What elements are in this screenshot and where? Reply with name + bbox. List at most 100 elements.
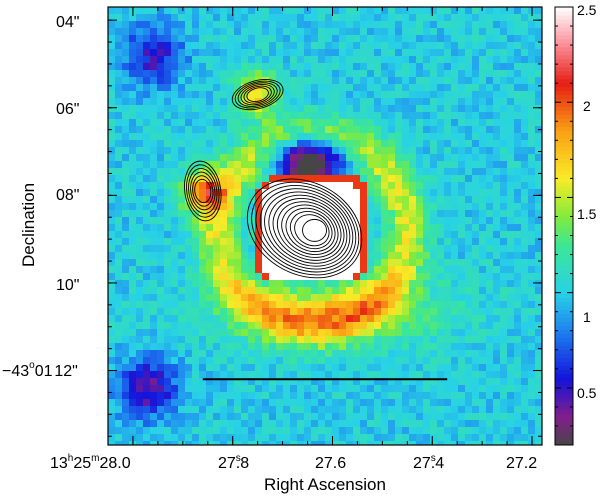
heatmap-cell [213,140,221,148]
heatmap-cell [122,35,130,43]
heatmap-cell [465,364,473,372]
heatmap-cell [444,63,452,71]
heatmap-cell [297,35,305,43]
heatmap-cell [486,287,494,295]
heatmap-cell [311,168,319,176]
heatmap-cell [367,315,375,323]
heatmap-cell [115,273,123,281]
heatmap-cell [143,406,151,414]
heatmap-cell [500,63,508,71]
heatmap-cell [535,287,542,295]
heatmap-cell [528,357,536,365]
heatmap-cell [360,98,368,106]
heatmap-cell [374,147,382,155]
heatmap-cell [535,238,542,246]
heatmap-cell [423,392,431,400]
heatmap-cell [241,392,249,400]
heatmap-cell [143,140,151,148]
heatmap-cell [206,196,214,204]
heatmap-cell [234,273,242,281]
heatmap-cell [171,175,179,183]
heatmap-cell [318,105,326,113]
heatmap-cell [192,210,200,218]
heatmap-cell [395,322,403,330]
heatmap-cell [108,161,116,169]
heatmap-cell [220,56,228,64]
heatmap-cell [241,434,249,442]
heatmap-cell [122,266,130,274]
heatmap-cell [311,147,319,155]
heatmap-cell [227,252,235,260]
heatmap-cell [276,35,284,43]
heatmap-cell [402,294,410,302]
heatmap-cell [367,294,375,302]
heatmap-cell [311,357,319,365]
heatmap-cell [437,210,445,218]
heatmap-cell [185,14,193,22]
heatmap-cell [437,392,445,400]
heatmap-cell [129,364,137,372]
heatmap-cell [374,119,382,127]
heatmap-cell [437,441,445,445]
heatmap-cell [479,14,487,22]
heatmap-cell [332,301,340,309]
heatmap-cell [416,434,424,442]
heatmap-cell [248,189,256,197]
heatmap-cell [521,308,529,316]
colorbar-segment [555,293,573,299]
heatmap-cell [248,259,256,267]
heatmap-cell [318,434,326,442]
heatmap-cell [220,21,228,29]
heatmap-cell [367,392,375,400]
heatmap-cell [402,154,410,162]
heatmap-cell [339,133,347,141]
heatmap-cell [346,14,354,22]
heatmap-cell [451,196,459,204]
heatmap-cell [367,301,375,309]
heatmap-cell [521,119,529,127]
heatmap-cell [171,161,179,169]
heatmap-cell [255,392,263,400]
heatmap-cell [297,161,305,169]
heatmap-cell [325,280,333,288]
heatmap-cell [213,385,221,393]
heatmap-cell [255,385,263,393]
heatmap-cell [115,406,123,414]
heatmap-cell [458,245,466,253]
heatmap-cell [528,280,536,288]
heatmap-cell [234,420,242,428]
heatmap-cell [164,154,172,162]
heatmap-cell [234,259,242,267]
heatmap-cell [535,217,542,225]
colorbar-segment [555,369,573,374]
heatmap-cell [115,14,123,22]
heatmap-cell [367,189,375,197]
heatmap-cell [332,252,340,260]
heatmap-cell [367,266,375,274]
heatmap-cell [535,140,542,148]
heatmap-cell [416,112,424,120]
heatmap-cell [290,77,298,85]
heatmap-cell [262,161,270,169]
heatmap-cell [122,273,130,281]
heatmap-cell [311,252,319,260]
heatmap-cell [290,98,298,106]
heatmap-cell [213,28,221,36]
heatmap-cell [262,420,270,428]
heatmap-cell [157,231,165,239]
heatmap-cell [367,434,375,442]
heatmap-cell [423,56,431,64]
heatmap-cell [115,350,123,358]
heatmap-cell [318,126,326,134]
heatmap-cell [234,364,242,372]
heatmap-cell [290,210,298,218]
heatmap-cell [514,14,522,22]
heatmap-cell [381,7,389,15]
heatmap-cell [381,105,389,113]
heatmap-cell [374,14,382,22]
heatmap-cell [171,231,179,239]
heatmap-cell [332,259,340,267]
heatmap-cell [192,357,200,365]
heatmap-cell [248,154,256,162]
x-tick-label-4: 27.2 [506,455,537,472]
